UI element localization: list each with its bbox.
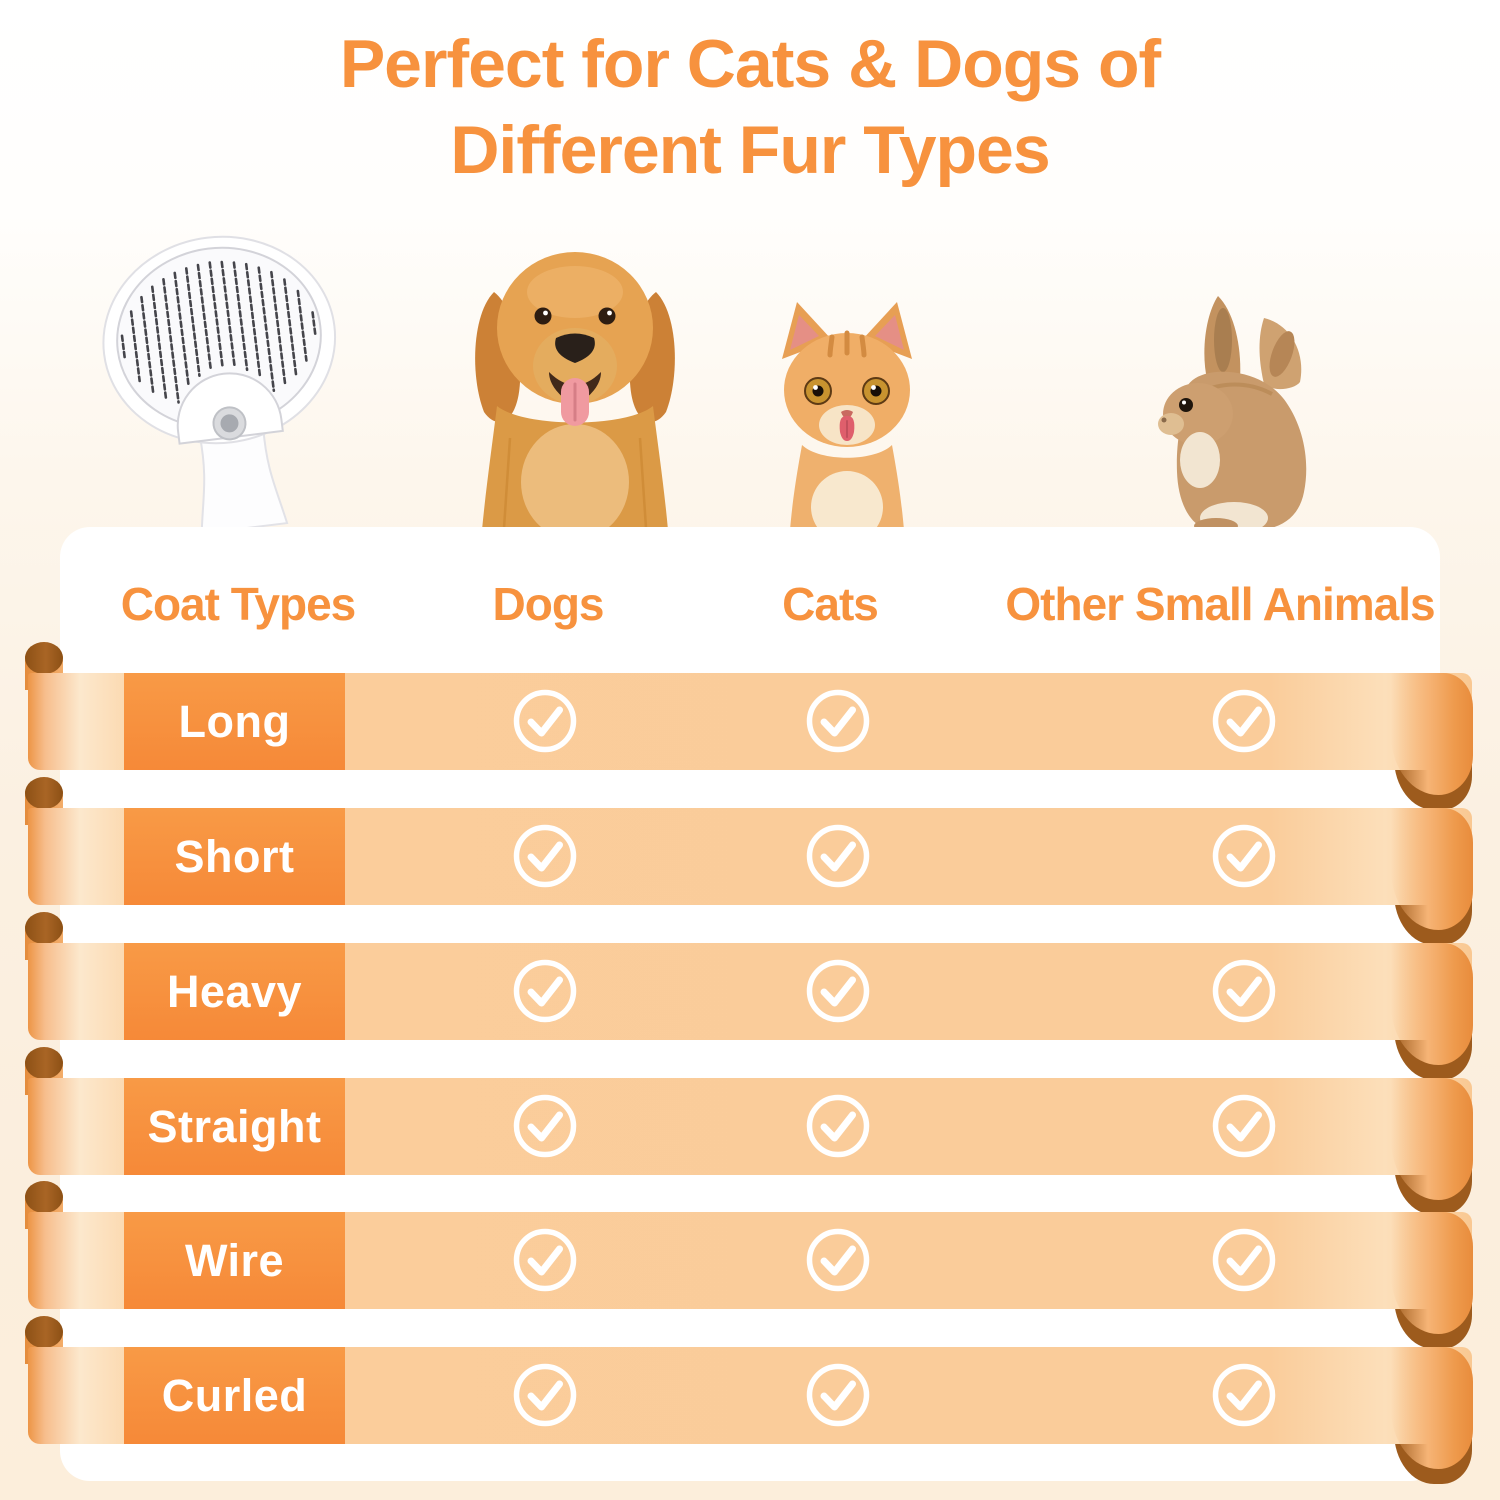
- ribbon-right-curl: [1391, 943, 1473, 1065]
- check-icon: [511, 957, 579, 1025]
- dog-image: [475, 252, 675, 530]
- grooming-brush-image: [102, 235, 337, 530]
- check-icon: [511, 1226, 579, 1294]
- brush-pins: [120, 260, 317, 404]
- table-row: Heavy: [0, 912, 1500, 1080]
- check-icon: [1210, 957, 1278, 1025]
- coat-type-label: Short: [124, 808, 345, 905]
- rabbit-image: [1158, 296, 1307, 530]
- column-header-dogs: Dogs: [492, 578, 605, 630]
- ribbon-right-curl: [1391, 673, 1473, 795]
- coat-type-label: Wire: [124, 1212, 345, 1309]
- check-icon: [511, 1092, 579, 1160]
- table-row: Curled: [0, 1316, 1500, 1484]
- ribbon-left-curl: [25, 1181, 63, 1213]
- check-icon: [804, 1226, 872, 1294]
- ribbon-right-curl: [1391, 1212, 1473, 1334]
- column-header-coat-types: Coat Types: [120, 578, 357, 630]
- coat-type-label: Straight: [124, 1078, 345, 1175]
- check-icon: [804, 687, 872, 755]
- coat-type-label: Long: [124, 673, 345, 770]
- coat-type-label: Heavy: [124, 943, 345, 1040]
- ribbon-right-curl: [1391, 1078, 1473, 1200]
- check-icon: [1210, 687, 1278, 755]
- column-header-other-small-animals: Other Small Animals: [1005, 578, 1435, 630]
- coat-type-label: Curled: [124, 1347, 345, 1444]
- check-icon: [1210, 1226, 1278, 1294]
- column-header-cats: Cats: [782, 578, 879, 630]
- check-icon: [804, 1092, 872, 1160]
- table-row: Short: [0, 777, 1500, 945]
- check-icon: [804, 1361, 872, 1429]
- cat-image: [782, 302, 912, 530]
- check-icon: [1210, 1092, 1278, 1160]
- ribbon-left-curl: [25, 1316, 63, 1348]
- check-icon: [1210, 822, 1278, 890]
- page-title-line1: Perfect for Cats & Dogs of: [339, 26, 1161, 102]
- check-icon: [511, 687, 579, 755]
- ribbon-left-curl: [25, 777, 63, 809]
- page-title: Perfect for Cats & Dogs of Different Fur…: [0, 22, 1500, 193]
- ribbon-right-curl: [1391, 808, 1473, 930]
- ribbon-left-curl: [25, 912, 63, 944]
- table-row: Straight: [0, 1047, 1500, 1215]
- check-icon: [511, 822, 579, 890]
- check-icon: [511, 1361, 579, 1429]
- table-row: Wire: [0, 1181, 1500, 1349]
- page-title-line2: Different Fur Types: [450, 111, 1050, 188]
- check-icon: [804, 957, 872, 1025]
- ribbon-left-curl: [25, 642, 63, 674]
- table-row: Long: [0, 642, 1500, 810]
- ribbon-right-curl: [1391, 1347, 1473, 1469]
- ribbon-left-curl: [25, 1047, 63, 1079]
- check-icon: [1210, 1361, 1278, 1429]
- check-icon: [804, 822, 872, 890]
